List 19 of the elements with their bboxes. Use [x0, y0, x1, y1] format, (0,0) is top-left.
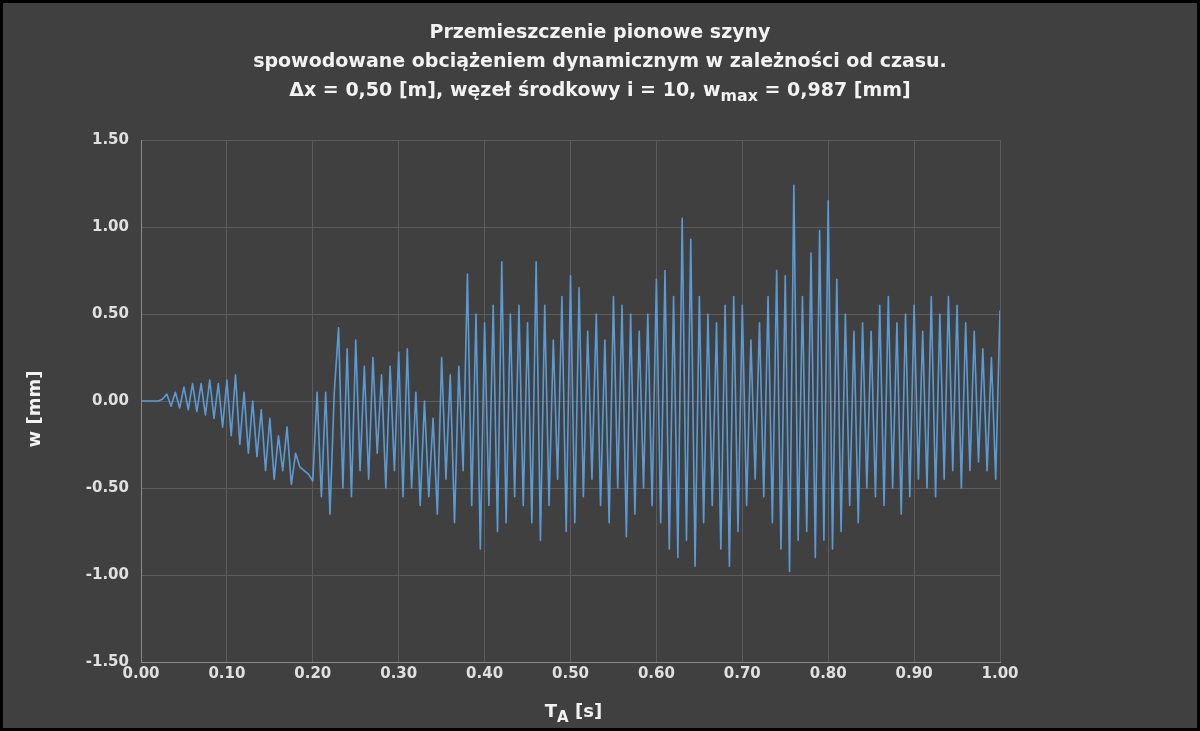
x-tick-label: 1.00 — [981, 663, 1019, 682]
x-tick-label: 0.30 — [380, 663, 418, 682]
y-tick-label: -0.50 — [85, 477, 129, 496]
x-tick-label: 0.60 — [637, 663, 675, 682]
chart-title: Przemieszczenie pionowe szyny spowodowane obciążeniem dynamicznym w zależności od czasu. Δx = 0,50 [m], węzeł środkowy i = 10, w$_{max}$ = 0,987 [mm] — [252, 19, 948, 107]
x-tick-label: 0.10 — [208, 663, 246, 682]
y-tick-label: -1.00 — [85, 564, 129, 583]
y-tick-label: 1.50 — [91, 129, 129, 148]
x-tick-label: 0.90 — [895, 663, 933, 682]
x-tick-label: 0.80 — [809, 663, 847, 682]
x-tick-label: 0.40 — [466, 663, 504, 682]
x-axis-title: T$_{A}$ [s] — [543, 700, 604, 726]
x-tick-label: 0.20 — [294, 663, 332, 682]
y-tick-label: 0.00 — [91, 390, 129, 409]
y-tick-label: 0.50 — [91, 303, 129, 322]
y-tick-label: 1.00 — [91, 216, 129, 235]
x-tick-label: 0.50 — [551, 663, 590, 682]
x-tick-label: 0.70 — [723, 663, 761, 682]
y-axis-title: w [mm] — [22, 370, 44, 448]
